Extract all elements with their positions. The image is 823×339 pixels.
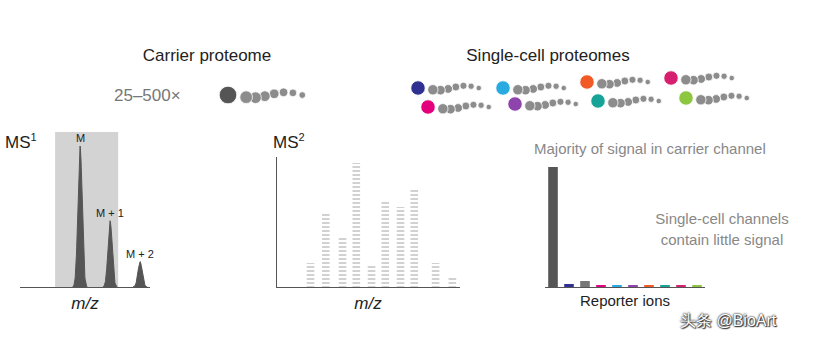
html-text:Majority of signal in carrier: Majority of signal in carrier channel — [534, 140, 766, 157]
html-text:Reporter ions: Reporter ions — [580, 292, 670, 309]
html-text:contain little signal: contain little signal — [660, 231, 784, 248]
html-text:m/z: m/z — [354, 294, 382, 313]
html-text:25–500×: 25–500× — [114, 86, 181, 105]
html-text:头条 @BioArt: 头条 @BioArt — [680, 312, 777, 329]
svg-text:M + 1: M + 1 — [96, 207, 124, 219]
html-text:MS2: MS2 — [273, 131, 305, 152]
svg-text:M: M — [76, 132, 85, 144]
html-text:MS1: MS1 — [5, 131, 37, 152]
html-text:Carrier proteome: Carrier proteome — [142, 46, 272, 65]
html-text:Single-cell proteomes: Single-cell proteomes — [466, 46, 630, 65]
html-text:Single-cell channels: Single-cell channels — [655, 210, 789, 227]
svg-text:M + 2: M + 2 — [126, 248, 154, 260]
html-text:m/z: m/z — [71, 294, 99, 313]
